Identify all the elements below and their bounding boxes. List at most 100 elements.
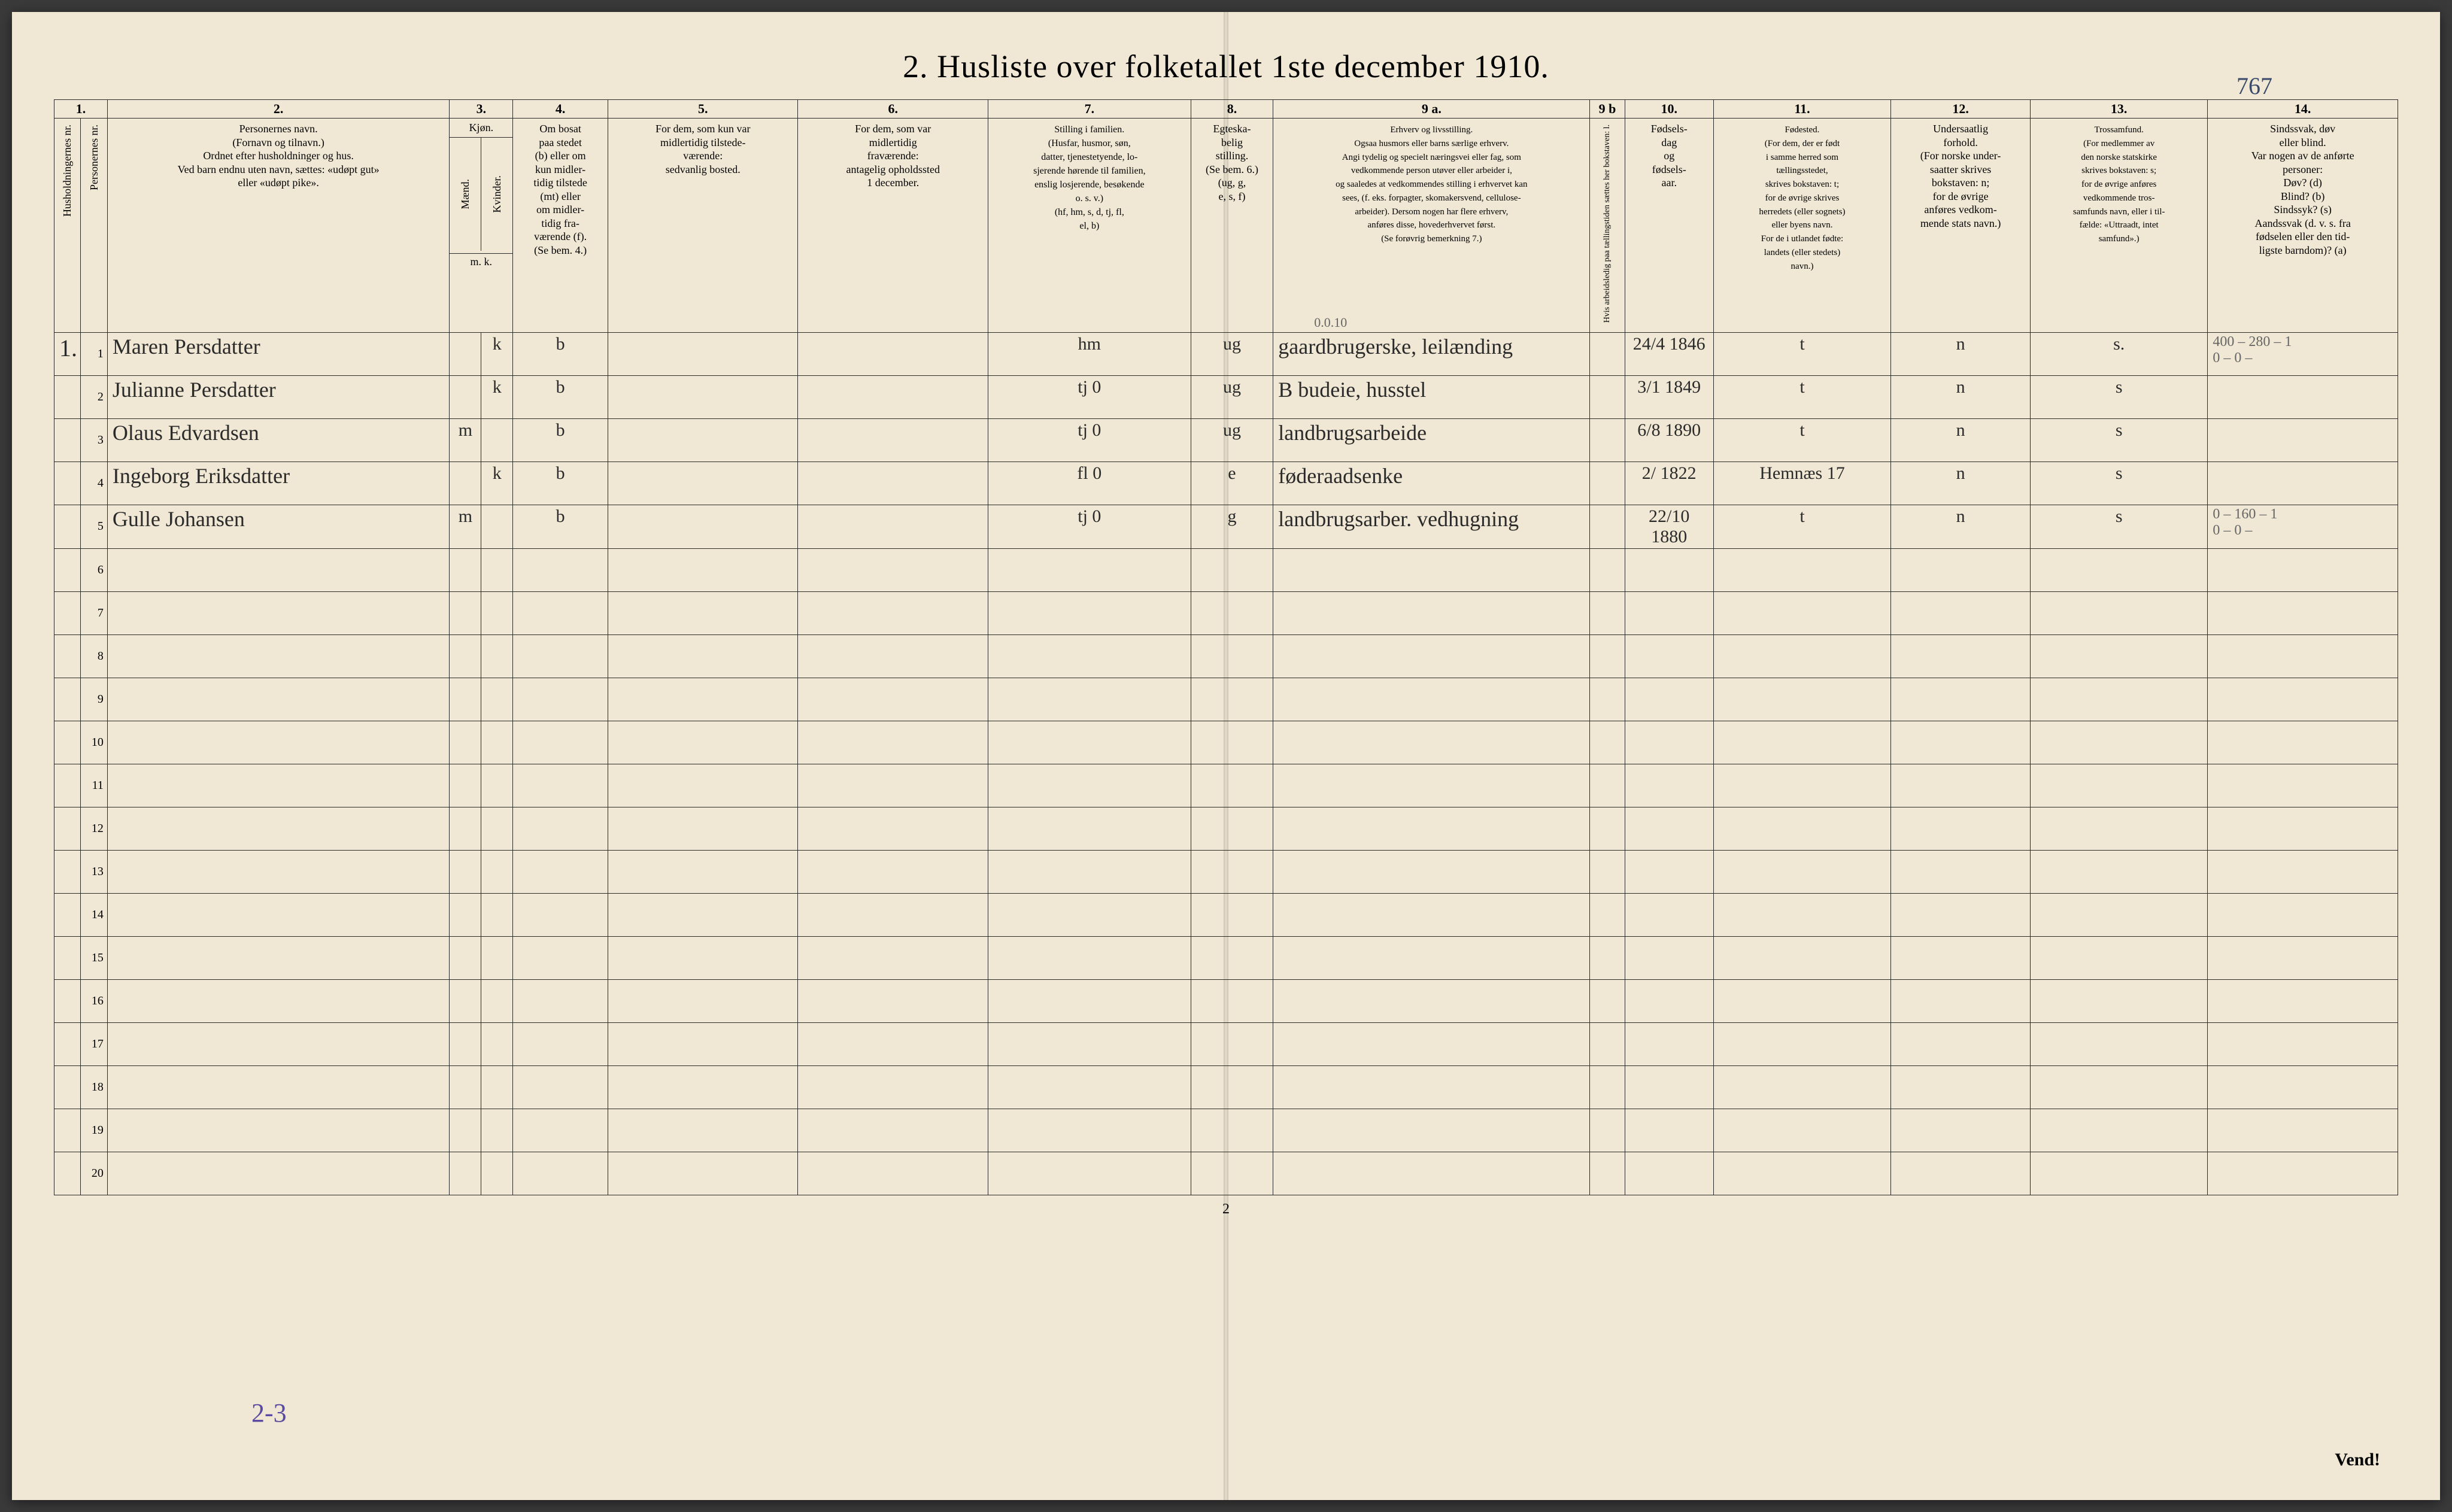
table-cell [2208, 807, 2398, 850]
table-cell: b [513, 332, 608, 375]
table-cell [54, 1065, 81, 1109]
table-cell [450, 332, 481, 375]
table-cell [988, 936, 1191, 979]
table-cell [481, 591, 513, 634]
table-cell [2031, 678, 2208, 721]
table-cell [1590, 893, 1625, 936]
table-cell [2208, 634, 2398, 678]
table-cell [2031, 1022, 2208, 1065]
table-cell [54, 1022, 81, 1065]
table-cell [988, 764, 1191, 807]
table-cell [1590, 505, 1625, 548]
table-cell [1191, 1109, 1273, 1152]
table-cell [481, 634, 513, 678]
table-cell [2031, 1152, 2208, 1195]
table-cell: 17 [81, 1022, 107, 1065]
table-cell [481, 1022, 513, 1065]
table-cell [107, 850, 450, 893]
table-cell [2208, 936, 2398, 979]
table-cell: b [513, 505, 608, 548]
table-cell [107, 1109, 450, 1152]
table-cell: 5 [81, 505, 107, 548]
table-cell [481, 850, 513, 893]
table-cell [1713, 1065, 1890, 1109]
table-cell [1713, 893, 1890, 936]
table-cell [988, 678, 1191, 721]
table-cell [1191, 1065, 1273, 1109]
table-cell: 7 [81, 591, 107, 634]
table-cell [513, 850, 608, 893]
table-cell [481, 1152, 513, 1195]
table-cell [1891, 764, 2031, 807]
table-cell [1891, 678, 2031, 721]
table-cell [988, 807, 1191, 850]
page-id-handwritten: 767 [2236, 72, 2272, 100]
table-cell [1713, 678, 1890, 721]
table-cell [988, 1109, 1191, 1152]
table-cell [513, 764, 608, 807]
table-cell [54, 591, 81, 634]
table-cell: t [1713, 375, 1890, 418]
table-cell [608, 548, 798, 591]
table-cell [1590, 548, 1625, 591]
colnum: 13. [2031, 100, 2208, 119]
table-cell [1891, 634, 2031, 678]
colnum: 7. [988, 100, 1191, 119]
table-cell: Olaus Edvardsen [107, 418, 450, 462]
table-cell [798, 462, 988, 505]
table-cell [1590, 678, 1625, 721]
table-row: 4Ingeborg Eriksdatterkbfl 0eføderaadsenk… [54, 462, 2398, 505]
table-cell: e [1191, 462, 1273, 505]
table-cell: ug [1191, 418, 1273, 462]
table-cell [54, 979, 81, 1022]
table-cell [1891, 548, 2031, 591]
table-cell [1590, 375, 1625, 418]
table-cell [608, 1109, 798, 1152]
table-cell [481, 1065, 513, 1109]
table-cell [1273, 807, 1590, 850]
table-cell [798, 893, 988, 936]
table-cell [1891, 850, 2031, 893]
table-cell [1590, 1109, 1625, 1152]
table-cell: tj 0 [988, 418, 1191, 462]
table-cell [1590, 936, 1625, 979]
table-row: 6 [54, 548, 2398, 591]
table-cell: 6 [81, 548, 107, 591]
table-row: 8 [54, 634, 2398, 678]
table-cell [1191, 807, 1273, 850]
table-cell [1191, 1022, 1273, 1065]
table-cell [2208, 418, 2398, 462]
table-cell [513, 1065, 608, 1109]
table-cell: 0.0.10gaardbrugerske, leilænding [1273, 332, 1590, 375]
table-cell [107, 1022, 450, 1065]
table-cell: n [1891, 375, 2031, 418]
table-cell: s [2031, 375, 2208, 418]
table-cell [450, 634, 481, 678]
colnum: 5. [608, 100, 798, 119]
header-erhverv: Erhverv og livsstilling. Ogsaa husmors e… [1273, 119, 1590, 333]
table-cell [513, 721, 608, 764]
colnum: 9 a. [1273, 100, 1590, 119]
table-cell [513, 678, 608, 721]
table-cell [2208, 591, 2398, 634]
table-cell: 12 [81, 807, 107, 850]
table-cell [1590, 1065, 1625, 1109]
table-cell [1273, 1022, 1590, 1065]
table-cell [1273, 678, 1590, 721]
table-cell [988, 634, 1191, 678]
table-cell: 6/8 1890 [1625, 418, 1713, 462]
table-cell: 22/10 1880 [1625, 505, 1713, 548]
table-cell: 1 [81, 332, 107, 375]
table-cell: 2 [81, 375, 107, 418]
table-cell: b [513, 462, 608, 505]
table-cell [798, 1109, 988, 1152]
header-fodested: Fødested. (For dem, der er født i samme … [1713, 119, 1890, 333]
table-cell [1713, 1152, 1890, 1195]
table-cell: 15 [81, 936, 107, 979]
table-cell [798, 1152, 988, 1195]
table-cell [608, 418, 798, 462]
table-cell: landbrugsarber. vedhugning [1273, 505, 1590, 548]
table-row: 3Olaus Edvardsenmbtj 0uglandbrugsarbeide… [54, 418, 2398, 462]
table-cell [1590, 764, 1625, 807]
table-cell [513, 936, 608, 979]
